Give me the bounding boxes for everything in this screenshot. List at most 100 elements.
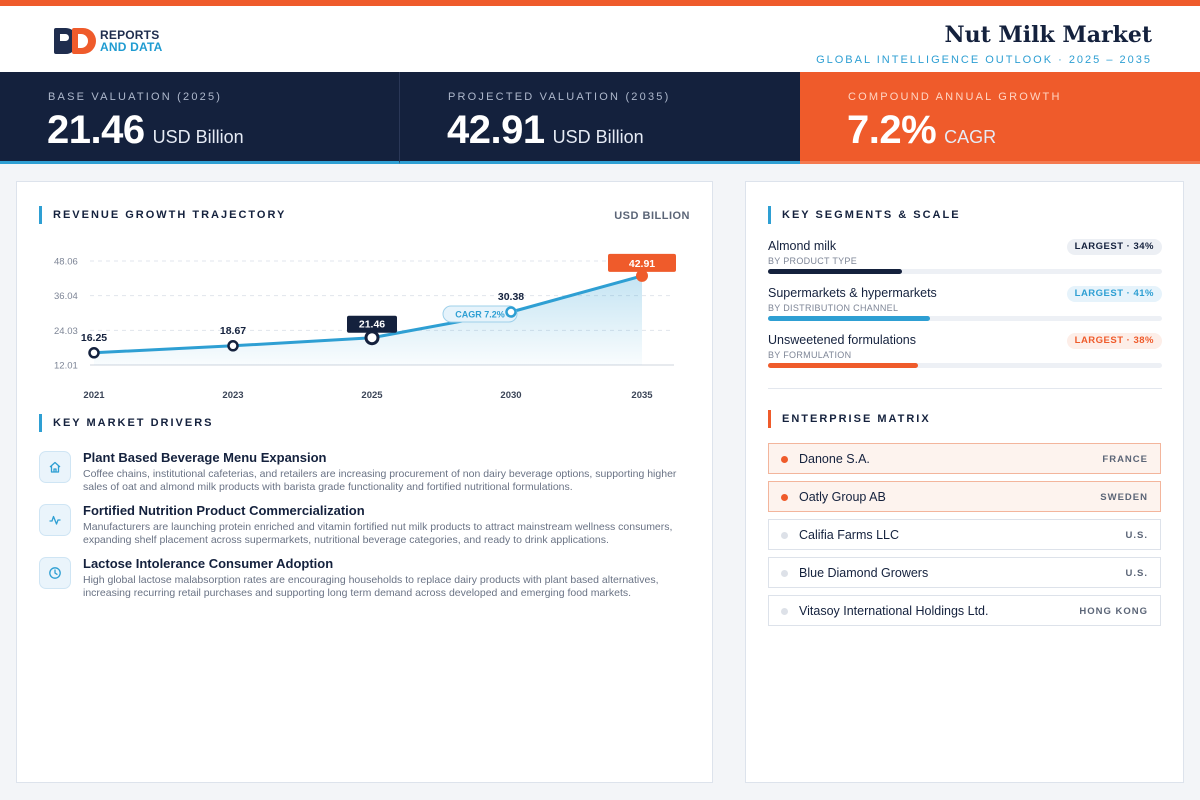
data-point: [88, 347, 100, 359]
segment-name: Supermarkets & hypermarkets: [768, 286, 937, 300]
chart-unit-label: USD BILLION: [614, 210, 690, 222]
section-accent: [768, 410, 771, 428]
data-label: 42.91: [629, 258, 655, 270]
matrix-section-title: ENTERPRISE MATRIX: [782, 413, 931, 425]
chart-section-title: REVENUE GROWTH TRAJECTORY: [53, 209, 287, 221]
company-country: U.S.: [1125, 568, 1148, 579]
kpi-projected-valuation: PROJECTED VALUATION (2035) 42.91 USD Bill…: [400, 72, 800, 164]
x-tick-label: 2023: [222, 390, 243, 401]
segment-share-fill: [768, 316, 930, 321]
kpi-label: COMPOUND ANNUAL GROWTH: [848, 91, 1062, 103]
area-fill: [94, 275, 642, 365]
x-tick-label: 2030: [500, 390, 521, 401]
chart-section-header: REVENUE GROWTH TRAJECTORY: [39, 206, 286, 224]
right-panel: KEY SEGMENTS & SCALE Almond milk BY PROD…: [745, 181, 1184, 783]
kpi-value: 21.46 USD Billion: [47, 108, 244, 153]
logo-mark-icon: [54, 28, 96, 54]
segment-share-badge: LARGEST · 41%: [1066, 286, 1162, 302]
company-row[interactable]: Blue Diamond Growers U.S.: [768, 557, 1161, 588]
company-row[interactable]: Vitasoy International Holdings Ltd. HONG…: [768, 595, 1161, 626]
segment-share-track: [768, 363, 1162, 368]
driver-item: Plant Based Beverage Menu Expansion Coff…: [39, 450, 699, 503]
company-country: U.S.: [1125, 530, 1148, 541]
segment-share-track: [768, 269, 1162, 274]
segment-item: Unsweetened formulations BY FORMULATION …: [768, 333, 1162, 380]
home-icon: [39, 451, 71, 483]
kpi-base-valuation: BASE VALUATION (2025) 21.46 USD Billion: [0, 72, 400, 164]
x-tick-label: 2025: [361, 390, 383, 401]
company-row[interactable]: Danone S.A. FRANCE: [768, 443, 1161, 474]
section-accent: [39, 414, 42, 432]
kpi-value: 7.2% CAGR: [847, 108, 996, 153]
kpi-value: 42.91 USD Billion: [447, 108, 644, 153]
company-list: Danone S.A. FRANCE Oatly Group AB SWEDEN…: [768, 443, 1162, 633]
company-row[interactable]: Califia Farms LLC U.S.: [768, 519, 1161, 550]
company-country: SWEDEN: [1100, 492, 1148, 503]
kpi-label: BASE VALUATION (2025): [48, 91, 223, 103]
company-name: Califia Farms LLC: [799, 528, 900, 542]
company-name: Oatly Group AB: [799, 490, 886, 504]
clock-icon: [39, 557, 71, 589]
driver-description: Coffee chains, institutional cafeterias,…: [83, 468, 677, 493]
top-accent-bar: [0, 0, 1200, 6]
company-name: Danone S.A.: [799, 452, 870, 466]
logo-line-1: REPORTS: [100, 28, 160, 42]
driver-description: High global lactose malabsorption rates …: [83, 574, 659, 599]
section-accent: [768, 206, 771, 224]
segments-list: Almond milk BY PRODUCT TYPE LARGEST · 34…: [768, 239, 1162, 380]
data-label: 30.38: [498, 291, 524, 303]
kpi-number: 42.91: [447, 108, 545, 152]
status-dot: [781, 532, 788, 539]
segment-name: Almond milk: [768, 239, 837, 253]
company-country: FRANCE: [1102, 454, 1148, 465]
data-point: [364, 330, 380, 346]
data-label-box: [347, 315, 397, 333]
segment-item: Almond milk BY PRODUCT TYPE LARGEST · 34…: [768, 239, 1162, 286]
data-label: 18.67: [220, 325, 246, 337]
brand-logo: REPORTS AND DATA: [54, 28, 162, 54]
segment-share-fill: [768, 363, 918, 368]
data-label: 16.25: [81, 332, 107, 344]
data-point: [227, 340, 239, 352]
segment-share-track: [768, 316, 1162, 321]
driver-title: Fortified Nutrition Product Commercializ…: [83, 503, 365, 518]
y-tick-label: 12.01: [54, 361, 78, 372]
logo-line-2: AND DATA: [100, 40, 163, 54]
driver-item: Lactose Intolerance Consumer Adoption Hi…: [39, 556, 699, 609]
left-panel: REVENUE GROWTH TRAJECTORY USD BILLION 48…: [16, 181, 713, 783]
kpi-number: 7.2%: [847, 108, 937, 152]
cagr-annotation-label: CAGR 7.2%: [455, 310, 505, 320]
cagr-annotation-pill: [442, 305, 518, 323]
segments-section-title: KEY SEGMENTS & SCALE: [782, 209, 961, 221]
y-tick-label: 48.06: [54, 257, 78, 268]
drivers-section-title: KEY MARKET DRIVERS: [53, 417, 214, 429]
segment-share-fill: [768, 269, 902, 274]
page-title: Nut Milk Market: [944, 22, 1153, 48]
data-point: [505, 306, 517, 318]
driver-description: Manufacturers are launching protein enri…: [83, 521, 673, 546]
status-dot: [781, 494, 788, 501]
segment-share-badge: LARGEST · 34%: [1066, 239, 1162, 255]
status-dot: [781, 456, 788, 463]
x-tick-label: 2021: [83, 390, 105, 401]
page-subtitle: GLOBAL INTELLIGENCE OUTLOOK · 2025 – 203…: [816, 54, 1152, 66]
data-point: [636, 269, 648, 282]
kpi-number: 21.46: [47, 108, 145, 152]
driver-item: Fortified Nutrition Product Commercializ…: [39, 503, 699, 556]
segment-item: Supermarkets & hypermarkets BY DISTRIBUT…: [768, 286, 1162, 333]
status-dot: [781, 608, 788, 615]
status-dot: [781, 570, 788, 577]
matrix-section-header: ENTERPRISE MATRIX: [768, 410, 931, 428]
segment-category: BY DISTRIBUTION CHANNEL: [768, 303, 899, 313]
logo-text: REPORTS AND DATA: [100, 29, 162, 53]
company-row[interactable]: Oatly Group AB SWEDEN: [768, 481, 1161, 512]
y-tick-label: 36.04: [54, 291, 78, 302]
pulse-icon: [39, 504, 71, 536]
section-accent: [39, 206, 42, 224]
drivers-list: Plant Based Beverage Menu Expansion Coff…: [39, 450, 699, 609]
kpi-label: PROJECTED VALUATION (2035): [448, 91, 671, 103]
data-label: 21.46: [359, 319, 385, 331]
section-divider: [768, 388, 1162, 389]
segment-name: Unsweetened formulations: [768, 333, 916, 347]
kpi-unit: USD Billion: [552, 127, 644, 147]
